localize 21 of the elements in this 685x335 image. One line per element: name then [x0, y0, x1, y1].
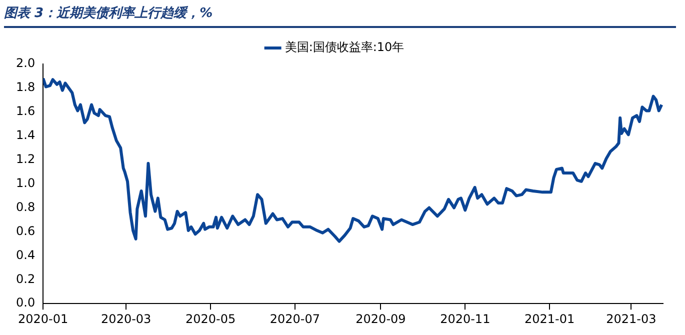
x-tick-label: 2020-09: [356, 312, 406, 326]
legend-label: 美国:国债收益率:10年: [284, 40, 404, 54]
y-tick-label: 1.2: [16, 152, 36, 166]
y-tick-label: 2.0: [16, 56, 36, 70]
y-tick-label: 0.8: [16, 200, 36, 214]
x-tick-label: 2020-11: [440, 312, 490, 326]
y-tick-label: 1.0: [16, 176, 36, 190]
x-tick-label: 2021-03: [606, 312, 656, 326]
y-tick-label: 1.8: [16, 80, 36, 94]
x-tick-label: 2020-03: [101, 312, 152, 326]
chart-title: 图表 3：近期美债利率上行趋缓，%: [4, 4, 676, 28]
x-tick-label: 2020-05: [185, 312, 236, 326]
x-tick-label: 2021-01: [524, 312, 575, 326]
y-tick-label: 0.0: [16, 296, 36, 310]
x-tick-label: 2020-07: [270, 312, 320, 326]
y-tick-label: 1.6: [16, 104, 36, 118]
x-tick-label: 2020-01: [18, 312, 68, 326]
y-tick-label: 1.4: [16, 128, 36, 142]
y-tick-label: 0.2: [16, 272, 36, 286]
y-tick-label: 0.4: [16, 248, 36, 262]
y-tick-label: 0.6: [16, 224, 36, 238]
